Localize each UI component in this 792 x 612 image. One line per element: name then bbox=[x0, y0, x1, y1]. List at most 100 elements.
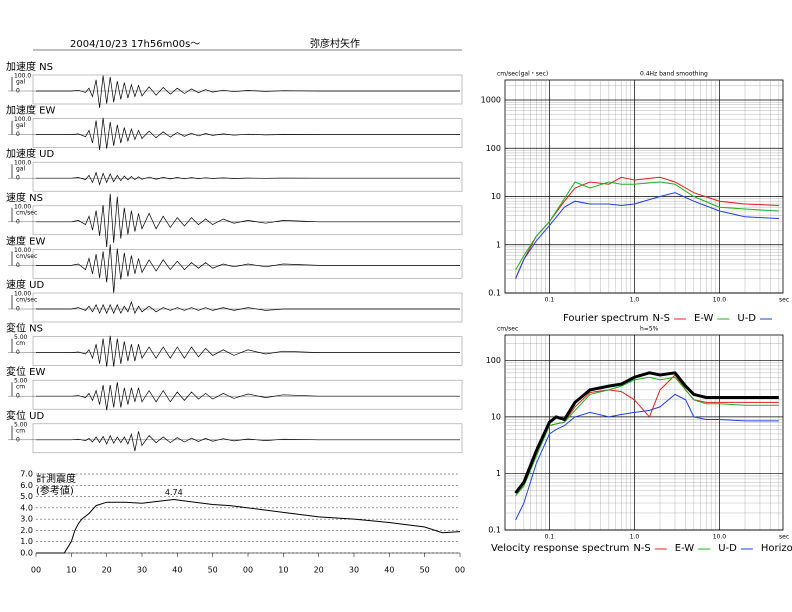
scale-label: 5.00 bbox=[14, 421, 28, 428]
waveform bbox=[36, 171, 460, 186]
scale-label: 5.00 bbox=[14, 378, 28, 385]
series-line bbox=[514, 371, 779, 494]
x-tick-label: 20 bbox=[102, 566, 112, 575]
unit-label: cm/sec bbox=[16, 209, 37, 216]
x-tick-label: 40 bbox=[384, 566, 394, 575]
y-tick-label: 7.0 bbox=[20, 470, 33, 479]
trace-title: 変位 NS bbox=[6, 322, 43, 335]
series-line bbox=[515, 181, 779, 271]
x-tick-label: 30 bbox=[349, 566, 359, 575]
y-tick-label: 1 bbox=[496, 240, 501, 249]
x-tick-label: 50 bbox=[420, 566, 430, 575]
x-tick-label: 00 bbox=[455, 566, 465, 575]
trace-frame bbox=[32, 336, 463, 366]
legend-label: Horizon bbox=[761, 543, 792, 554]
y-tick-label: 0.0 bbox=[20, 549, 33, 558]
x-tick-label: 10 bbox=[66, 566, 76, 575]
legend-title: Fourier spectrum bbox=[563, 313, 649, 324]
y-tick-label: 100 bbox=[486, 356, 501, 365]
legend-label: N-S bbox=[653, 313, 670, 324]
legend-label: U-D bbox=[737, 313, 756, 324]
y-tick-label: 5.0 bbox=[20, 492, 33, 501]
trace-title: 変位 UD bbox=[6, 409, 44, 422]
legend-label: N-S bbox=[633, 543, 650, 554]
trace-frame bbox=[32, 161, 463, 192]
annotation: 4.74 bbox=[165, 488, 183, 497]
trace-title: 変位 EW bbox=[6, 365, 45, 378]
x-tick-label: 0.1 bbox=[545, 297, 555, 304]
y-tick-label: 100 bbox=[486, 144, 501, 153]
y-tick-label: 0.1 bbox=[488, 526, 501, 535]
chart-note: h=5% bbox=[640, 326, 659, 333]
trace-frame bbox=[32, 118, 463, 148]
header-datetime: 2004/10/23 17h56m00s～ bbox=[70, 39, 200, 50]
waveform bbox=[36, 335, 460, 367]
trace-frame bbox=[32, 379, 463, 410]
waveform bbox=[36, 75, 460, 108]
scale-label: 100.0 bbox=[14, 73, 31, 80]
y-tick-label: 1 bbox=[496, 469, 501, 478]
plot-frame bbox=[504, 79, 784, 294]
y-tick-label: 2.0 bbox=[20, 526, 33, 535]
x-tick-label: 10.0 bbox=[713, 297, 727, 304]
y-tick-label: 0.1 bbox=[488, 289, 501, 298]
series-line bbox=[515, 176, 779, 279]
y-axis-label: cm/sec(gal・sec) bbox=[497, 71, 548, 78]
x-tick-label: 1.0 bbox=[630, 297, 640, 304]
trace-title: 加速度 NS bbox=[6, 60, 53, 73]
scale-label: 10.00 bbox=[14, 247, 31, 254]
legend-title: Velocity response spectrum bbox=[491, 543, 629, 554]
x-tick-label: 00 bbox=[31, 566, 41, 575]
chart-note: 0.4Hz band smoothing bbox=[640, 71, 708, 78]
chart-title: 計測震度 bbox=[36, 472, 76, 485]
unit-label: gal bbox=[16, 122, 25, 129]
scale-label: 10.00 bbox=[14, 291, 31, 298]
series-line bbox=[515, 192, 779, 279]
trace-title: 速度 NS bbox=[6, 191, 43, 204]
x-tick-label: 10.0 bbox=[713, 534, 727, 541]
x-tick-label: 20 bbox=[314, 566, 324, 575]
legend-label: E-W bbox=[675, 543, 695, 554]
trace-frame bbox=[32, 292, 463, 323]
chart-subtitle: (参考値) bbox=[36, 484, 74, 497]
unit-label: gal bbox=[16, 166, 25, 173]
unit-label: gal bbox=[16, 79, 25, 86]
unit-label: cm bbox=[16, 340, 25, 347]
unit-label: cm/sec bbox=[16, 297, 37, 304]
line bbox=[36, 498, 461, 554]
waveform bbox=[36, 382, 460, 411]
scale-label: 100.0 bbox=[14, 160, 31, 167]
waveform bbox=[36, 300, 460, 315]
trace-title: 加速度 EW bbox=[6, 104, 55, 117]
x-tick-label: 00 bbox=[243, 566, 253, 575]
x-tick-label: 10 bbox=[278, 566, 288, 575]
waveform bbox=[36, 193, 460, 248]
scale-label: 100.0 bbox=[14, 116, 31, 123]
x-tick-label: 30 bbox=[137, 566, 147, 575]
y-axis-label: cm/sec bbox=[497, 326, 518, 333]
trace-title: 加速度 UD bbox=[6, 147, 54, 160]
y-tick-label: 10 bbox=[491, 192, 501, 201]
x-tick-label: 1.0 bbox=[630, 534, 640, 541]
y-tick-label: 1000 bbox=[481, 96, 501, 105]
series-line bbox=[515, 376, 779, 497]
series-line bbox=[515, 393, 779, 521]
scale-label: 5.00 bbox=[14, 334, 28, 341]
trace-title: 速度 EW bbox=[6, 234, 45, 247]
x-tick-label: 50 bbox=[208, 566, 218, 575]
legend-label: U-D bbox=[718, 543, 737, 554]
y-tick-label: 6.0 bbox=[20, 481, 33, 490]
trace-frame bbox=[32, 423, 463, 454]
waveform bbox=[36, 431, 460, 452]
header-station: 弥彦村矢作 bbox=[310, 37, 360, 50]
x-tick-label: 0.1 bbox=[545, 534, 555, 541]
x-tick-label: 40 bbox=[172, 566, 182, 575]
waveform bbox=[36, 244, 460, 294]
trace-frame bbox=[32, 249, 463, 279]
y-tick-label: 3.0 bbox=[20, 515, 33, 524]
trace-frame bbox=[32, 74, 463, 105]
trace-frame bbox=[32, 205, 463, 236]
unit-label: cm/sec bbox=[16, 253, 37, 260]
legend-label: E-W bbox=[694, 313, 714, 324]
